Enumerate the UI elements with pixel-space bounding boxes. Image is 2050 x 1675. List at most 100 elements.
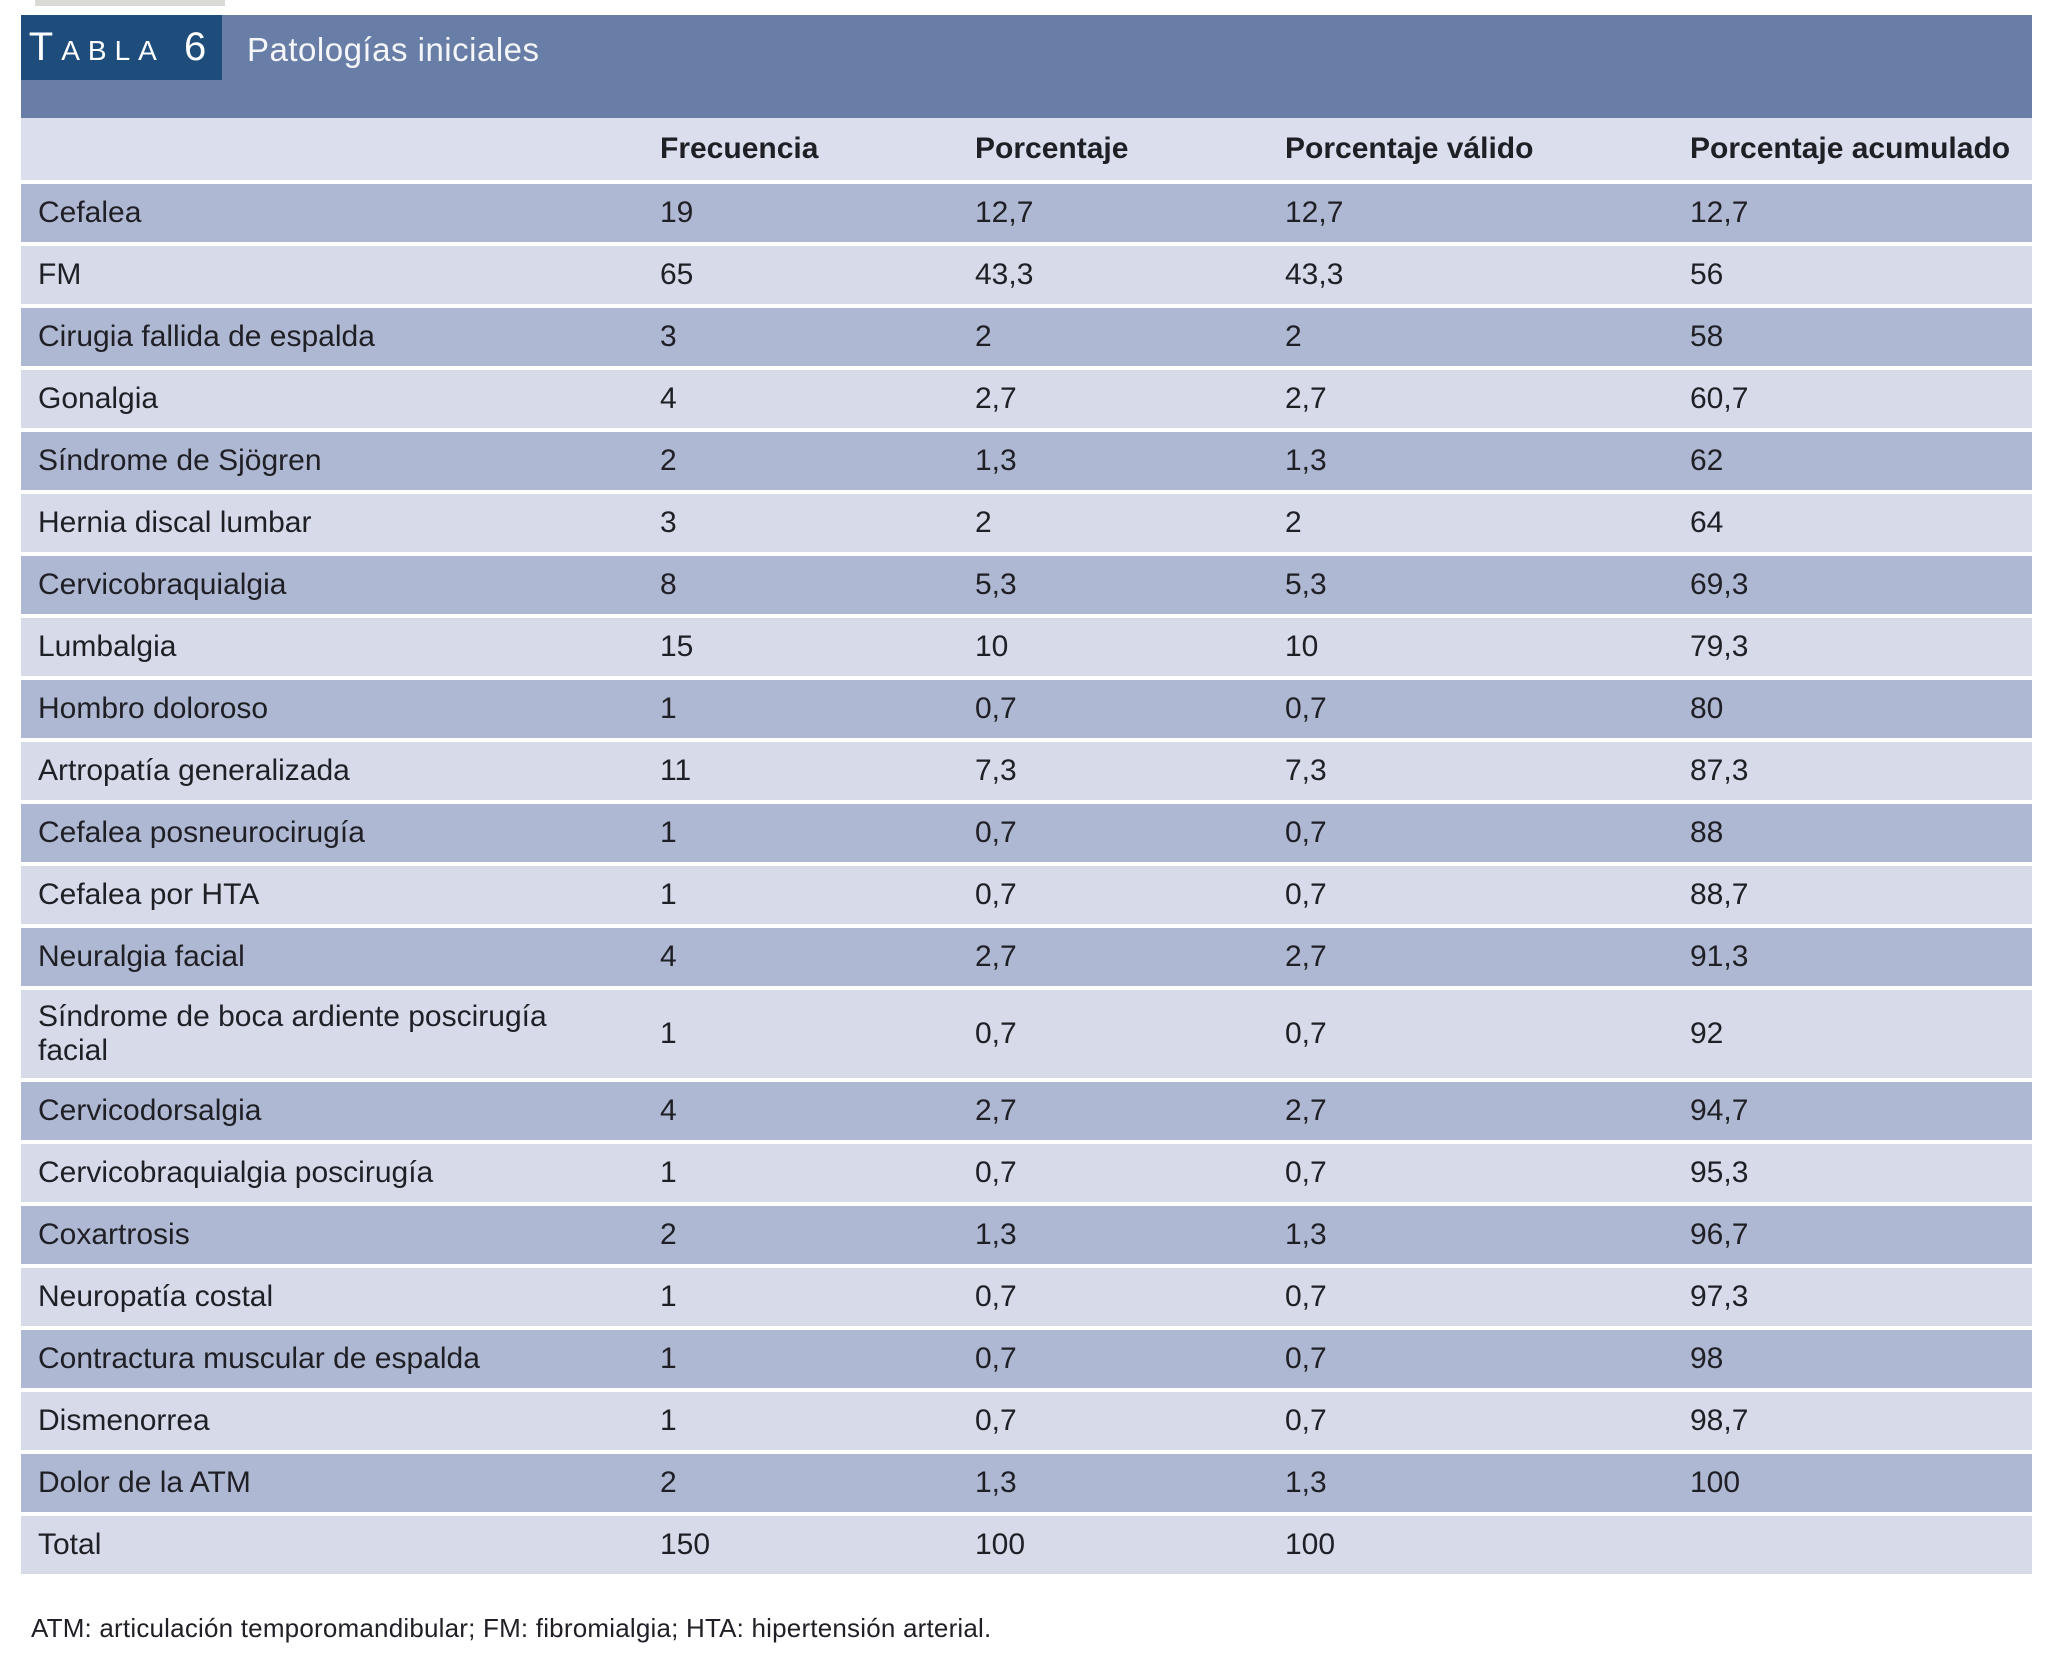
table-row: Cervicobraquialgia 8 5,3 5,3 69,3	[21, 552, 2032, 614]
row-label: Síndrome de boca ardiente poscirugía fac…	[21, 986, 660, 1078]
column-header: Porcentaje	[975, 118, 1285, 180]
row-value-frecuencia: 1	[660, 1264, 975, 1326]
row-label: Neuralgia facial	[21, 924, 660, 986]
row-label: Gonalgia	[21, 366, 660, 428]
total-row: Total 150 100 100	[21, 1512, 2032, 1574]
row-value-porcentaje: 43,3	[975, 242, 1285, 304]
row-value-frecuencia: 15	[660, 614, 975, 676]
row-label: Cervicobraquialgia	[21, 552, 660, 614]
table-number-box: Tabla 6	[21, 15, 222, 80]
table-row: Cervicobraquialgia poscirugía 1 0,7 0,7 95,3	[21, 1140, 2032, 1202]
row-value-porcentaje_valido: 2	[1285, 304, 1690, 366]
row-label: Dismenorrea	[21, 1388, 660, 1450]
row-label: Contractura muscular de espalda	[21, 1326, 660, 1388]
row-value-porcentaje_acumulado: 58	[1690, 304, 2032, 366]
row-value-porcentaje_valido: 1,3	[1285, 428, 1690, 490]
row-value-porcentaje: 2	[975, 304, 1285, 366]
row-value-porcentaje_valido: 0,7	[1285, 1388, 1690, 1450]
row-value-porcentaje_acumulado: 88	[1690, 800, 2032, 862]
table-row: Gonalgia 4 2,7 2,7 60,7	[21, 366, 2032, 428]
table-row: Cefalea 19 12,7 12,7 12,7	[21, 180, 2032, 242]
row-value-porcentaje: 0,7	[975, 800, 1285, 862]
table-row: Síndrome de boca ardiente poscirugía fac…	[21, 986, 2032, 1078]
scan-artifact	[35, 0, 225, 6]
table-row: Cervicodorsalgia 4 2,7 2,7 94,7	[21, 1078, 2032, 1140]
row-value-porcentaje_acumulado: 79,3	[1690, 614, 2032, 676]
row-value-porcentaje_valido: 0,7	[1285, 1264, 1690, 1326]
row-label: Cefalea por HTA	[21, 862, 660, 924]
row-value-porcentaje_valido: 12,7	[1285, 180, 1690, 242]
row-value-porcentaje_acumulado: 60,7	[1690, 366, 2032, 428]
row-value-porcentaje_valido: 0,7	[1285, 1326, 1690, 1388]
row-value-porcentaje: 2	[975, 490, 1285, 552]
table-row: Cefalea por HTA 1 0,7 0,7 88,7	[21, 862, 2032, 924]
table-row: Hernia discal lumbar 3 2 2 64	[21, 490, 2032, 552]
row-value-frecuencia: 4	[660, 366, 975, 428]
row-value-porcentaje_acumulado: 98,7	[1690, 1388, 2032, 1450]
row-value-porcentaje_acumulado: 12,7	[1690, 180, 2032, 242]
row-value-porcentaje: 10	[975, 614, 1285, 676]
row-value-frecuencia: 2	[660, 428, 975, 490]
row-value-frecuencia: 1	[660, 1388, 975, 1450]
row-label: Cervicodorsalgia	[21, 1078, 660, 1140]
row-value-frecuencia: 11	[660, 738, 975, 800]
row-label: Hombro doloroso	[21, 676, 660, 738]
column-header: Frecuencia	[660, 118, 975, 180]
row-label: Cervicobraquialgia poscirugía	[21, 1140, 660, 1202]
row-value-porcentaje_valido: 0,7	[1285, 862, 1690, 924]
table-row: Dolor de la ATM 2 1,3 1,3 100	[21, 1450, 2032, 1512]
table-body: Cefalea 19 12,7 12,7 12,7 FM 65 43,3 43,3 56 Cirug…	[21, 180, 2032, 1574]
table-row: Hombro doloroso 1 0,7 0,7 80	[21, 676, 2032, 738]
table-row: Cefalea posneurocirugía 1 0,7 0,7 88	[21, 800, 2032, 862]
row-value-porcentaje_acumulado: 94,7	[1690, 1078, 2032, 1140]
table-row: Dismenorrea 1 0,7 0,7 98,7	[21, 1388, 2032, 1450]
row-value-porcentaje_acumulado: 88,7	[1690, 862, 2032, 924]
row-value-porcentaje: 2,7	[975, 1078, 1285, 1140]
table-number-label: Tabla 6	[28, 25, 215, 69]
table-row: FM 65 43,3 43,3 56	[21, 242, 2032, 304]
row-label: Coxartrosis	[21, 1202, 660, 1264]
row-value-frecuencia: 2	[660, 1450, 975, 1512]
table-row: Neuropatía costal 1 0,7 0,7 97,3	[21, 1264, 2032, 1326]
row-value-porcentaje_valido: 0,7	[1285, 986, 1690, 1078]
table-title: Patologías iniciales	[247, 31, 540, 68]
row-value-frecuencia: 3	[660, 490, 975, 552]
row-value-porcentaje_valido: 10	[1285, 614, 1690, 676]
header-row: Frecuencia Porcentaje Porcentaje válido Por…	[21, 118, 2032, 180]
row-label: Neuropatía costal	[21, 1264, 660, 1326]
row-label: Cefalea	[21, 180, 660, 242]
row-value-porcentaje: 0,7	[975, 676, 1285, 738]
row-value-porcentaje_valido: 0,7	[1285, 1140, 1690, 1202]
row-value-frecuencia: 1	[660, 1326, 975, 1388]
row-value-frecuencia: 4	[660, 1078, 975, 1140]
row-value-porcentaje_acumulado: 80	[1690, 676, 2032, 738]
row-value-porcentaje: 1,3	[975, 428, 1285, 490]
row-value-porcentaje: 0,7	[975, 1326, 1285, 1388]
row-value-porcentaje_acumulado: 69,3	[1690, 552, 2032, 614]
row-label: Total	[21, 1512, 660, 1574]
row-value-porcentaje_valido: 2,7	[1285, 366, 1690, 428]
row-value-porcentaje_acumulado: 98	[1690, 1326, 2032, 1388]
row-value-porcentaje: 0,7	[975, 1264, 1285, 1326]
row-value-frecuencia: 1	[660, 1140, 975, 1202]
row-value-porcentaje: 7,3	[975, 738, 1285, 800]
row-value-porcentaje_valido: 0,7	[1285, 676, 1690, 738]
row-label: Cirugia fallida de espalda	[21, 304, 660, 366]
row-value-porcentaje: 100	[975, 1512, 1285, 1574]
row-value-frecuencia: 150	[660, 1512, 975, 1574]
table-row: Lumbalgia 15 10 10 79,3	[21, 614, 2032, 676]
row-value-porcentaje: 2,7	[975, 924, 1285, 986]
column-header: Porcentaje válido	[1285, 118, 1690, 180]
table-row: Contractura muscular de espalda 1 0,7 0,7 98	[21, 1326, 2032, 1388]
row-value-porcentaje_valido: 1,3	[1285, 1450, 1690, 1512]
row-value-porcentaje_acumulado: 97,3	[1690, 1264, 2032, 1326]
row-value-porcentaje: 0,7	[975, 1140, 1285, 1202]
row-value-porcentaje_valido: 2,7	[1285, 1078, 1690, 1140]
row-value-porcentaje: 0,7	[975, 986, 1285, 1078]
row-value-porcentaje_valido: 100	[1285, 1512, 1690, 1574]
column-header: Porcentaje acumulado	[1690, 118, 2032, 180]
row-value-frecuencia: 3	[660, 304, 975, 366]
table-banner: Tabla 6 Patologías iniciales	[21, 15, 2032, 118]
row-value-porcentaje_valido: 43,3	[1285, 242, 1690, 304]
row-value-porcentaje: 5,3	[975, 552, 1285, 614]
